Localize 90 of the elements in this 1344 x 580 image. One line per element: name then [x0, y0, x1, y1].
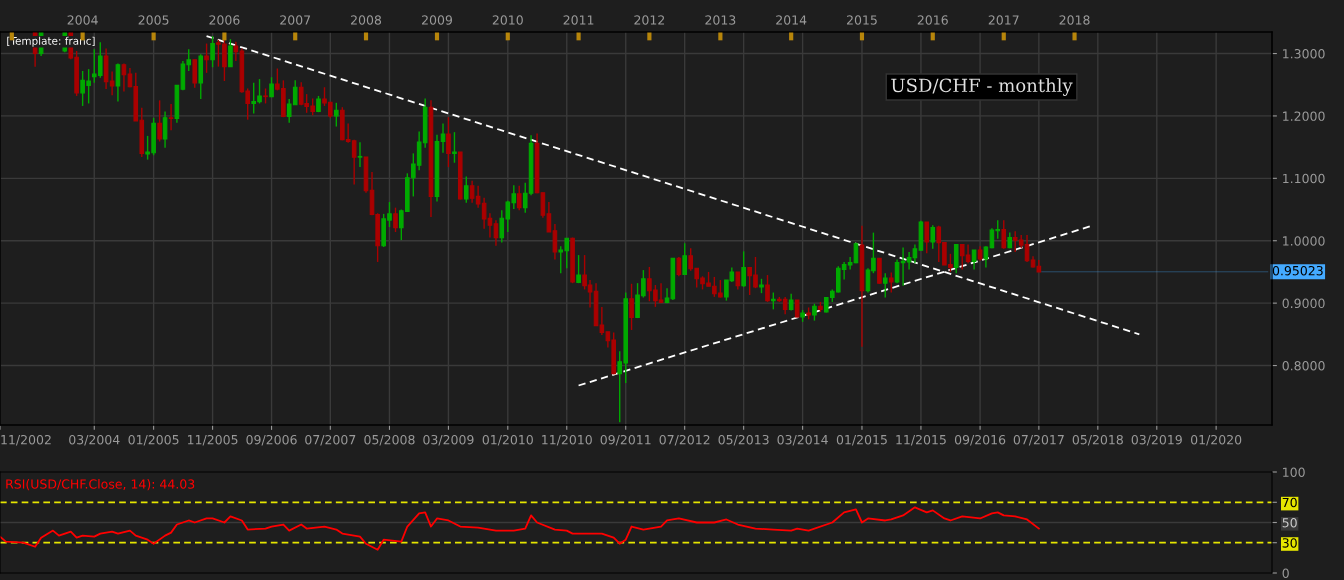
- candlestick: [924, 221, 930, 254]
- candlestick: [210, 35, 215, 68]
- candlestick: [629, 283, 634, 331]
- candlestick: [157, 99, 162, 143]
- x2-tick-label: 2011: [563, 15, 594, 25]
- x-tick-label: 05/2013: [718, 434, 769, 446]
- x-tick-label: 05/2008: [364, 434, 415, 446]
- candlestick: [953, 243, 959, 274]
- x-tick-label: 03/2014: [777, 434, 828, 446]
- y-tick-label: 100: [1283, 467, 1305, 477]
- y-tick-label: 0.8000: [1282, 361, 1325, 371]
- candlestick: [393, 206, 398, 233]
- x2-tick-label: 2006: [209, 15, 240, 25]
- x2-tick-label: 2004: [67, 15, 98, 25]
- candlestick: [192, 59, 198, 89]
- text: USD/CHF - monthly: [891, 78, 1073, 96]
- annotation: 0.95023: [1272, 265, 1323, 276]
- x2-tick-label: 2007: [280, 15, 311, 25]
- x-tick-label: 07/2007: [305, 434, 356, 446]
- candlestick: [676, 256, 682, 277]
- x-tick-label: 01/2020: [1191, 434, 1242, 446]
- y-tick-label: 50: [1282, 517, 1297, 528]
- candlestick: [162, 110, 168, 149]
- x-tick-label: 11/2015: [896, 434, 946, 446]
- y-tick-label: 70: [1282, 497, 1297, 508]
- x2-tick-label: 2008: [351, 15, 382, 25]
- x-tick-label: 09/2006: [246, 434, 297, 446]
- x-tick-label: 01/2005: [128, 434, 179, 446]
- candlestick: [930, 224, 936, 250]
- x2-tick-label: 2018: [1059, 15, 1090, 25]
- candlestick: [168, 103, 174, 131]
- x-tick-label: 11/2010: [542, 434, 592, 446]
- candlestick: [983, 245, 989, 269]
- candlestick: [115, 62, 121, 103]
- candlestick: [469, 180, 475, 204]
- candlestick: [440, 122, 446, 154]
- y-tick-label: 1.0000: [1283, 236, 1325, 246]
- candlestick: [912, 243, 918, 264]
- candlestick: [971, 249, 977, 271]
- x2-tick-label: 2015: [846, 15, 877, 25]
- candlestick: [741, 250, 746, 288]
- x-tick-label: 03/2019: [1131, 434, 1182, 446]
- x2-tick-label: 2016: [917, 15, 948, 25]
- x-tick-label: 09/2016: [954, 434, 1006, 446]
- x-tick-label: 11/2002: [1, 434, 51, 446]
- candlestick: [334, 102, 339, 128]
- candlestick: [357, 141, 363, 168]
- candlestick: [493, 219, 499, 247]
- y-tick-label: 1.3000: [1283, 49, 1325, 59]
- x2-tick-label: 2017: [988, 15, 1019, 25]
- candlestick: [446, 116, 451, 168]
- candlestick: [463, 175, 469, 204]
- candlestick: [765, 274, 770, 303]
- x-tick-label: 01/2010: [482, 434, 533, 446]
- x2-tick-label: 2014: [776, 15, 807, 25]
- candlestick: [540, 191, 546, 219]
- candlestick: [906, 251, 912, 271]
- y-tick-label: 30: [1282, 538, 1297, 548]
- x2-tick-label: 2005: [138, 15, 169, 25]
- y-tick-label: 1.2000: [1283, 111, 1325, 121]
- x-tick-label: 11/2005: [187, 434, 238, 446]
- candlestick: [204, 42, 209, 74]
- candlestick: [576, 254, 581, 284]
- x2-tick-label: 2012: [634, 15, 665, 25]
- candlestick: [882, 272, 888, 299]
- candlestick: [1001, 219, 1007, 250]
- annotation: [Template: franc]: [7, 36, 95, 47]
- x-tick-label: 03/2009: [423, 434, 474, 446]
- candlestick: [552, 223, 558, 261]
- candlestick: [888, 271, 894, 294]
- candlestick: [109, 70, 115, 97]
- x2-tick-label: 2013: [705, 15, 736, 25]
- x-tick-label: 09/2011: [600, 434, 651, 446]
- candlestick: [546, 201, 552, 233]
- x2-tick-label: 2009: [422, 15, 453, 25]
- line-series: [0, 506, 1040, 551]
- x-tick-label: 03/2004: [69, 434, 120, 446]
- candlestick: [682, 242, 687, 276]
- x-tick-label: 07/2017: [1013, 434, 1064, 446]
- y-tick-label: 1.1000: [1283, 173, 1325, 184]
- x-tick-label: 05/2018: [1072, 434, 1123, 446]
- x-tick-label: 01/2015: [836, 434, 887, 446]
- candlestick: [228, 38, 233, 68]
- x-tick-label: 07/2012: [659, 434, 710, 446]
- text: RSI(USD/CHF.Close, 14): 44.03: [6, 479, 195, 491]
- y-tick-label: 0: [1282, 568, 1289, 578]
- y-tick-label: 0.9000: [1282, 298, 1325, 309]
- x2-tick-label: 2010: [492, 15, 523, 25]
- candlestick: [452, 131, 457, 164]
- candlestick: [516, 185, 522, 211]
